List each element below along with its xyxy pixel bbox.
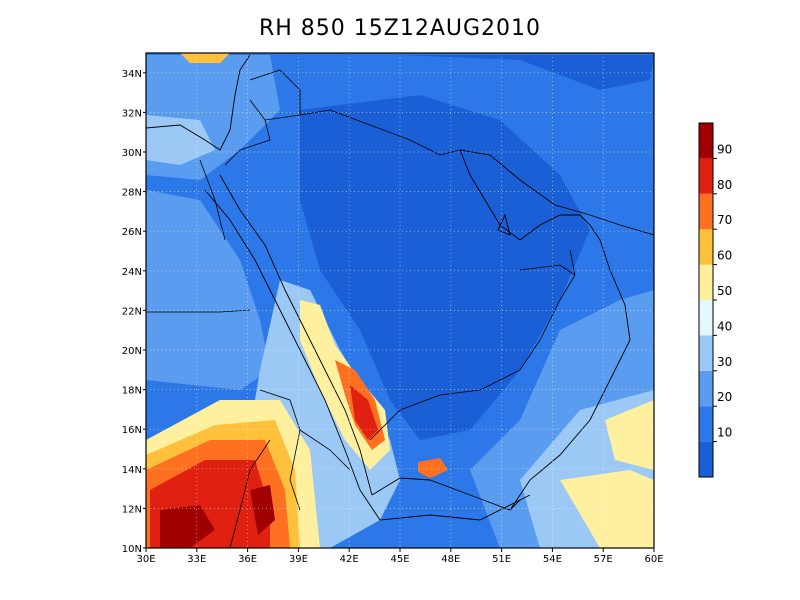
coast-mediterranean [146,54,251,151]
x-tick-label: 33E [187,554,206,565]
x-tick-label: 48E [441,554,460,565]
coastlines [146,54,654,521]
map-panel [146,53,654,548]
x-tick-label: 45E [390,554,409,565]
x-tick-label: 57E [594,554,613,565]
x-tick-label: 36E [238,554,257,565]
x-axis-ticks: 30E 33E 36E 39E 42E 45E 48E 51E 54E 57E 60E [136,548,664,565]
y-tick-label: 28N [122,188,142,199]
colorbar-swatch [699,300,713,336]
x-tick-label: 60E [644,554,663,565]
colorbar-label: 20 [717,390,732,404]
coast-gulf-iran [459,149,654,236]
colorbar-swatch [699,123,713,159]
y-tick-label: 12N [122,504,142,515]
colorbar-swatch [699,158,713,194]
coast-redsea-east [219,174,373,496]
y-tick-label: 16N [122,425,142,436]
border-yemen-saudi [369,339,541,441]
border-nile-line [199,159,226,241]
colorbar-label: 40 [717,319,732,333]
coast-oman [579,214,631,341]
x-tick-label: 42E [340,554,359,565]
colorbar-label: 10 [717,426,732,440]
border-eritrea [299,429,351,471]
colorbar-swatch [699,264,713,300]
y-tick-label: 24N [122,267,142,278]
y-tick-label: 32N [122,108,142,119]
coast-somalia [359,489,531,521]
y-tick-label: 14N [122,465,142,476]
y-tick-label: 20N [122,346,142,357]
y-tick-label: 34N [122,69,142,80]
x-tick-label: 51E [492,554,511,565]
y-tick-label: 10N [122,544,142,555]
coast-gulf-west [459,149,580,241]
field-yellow-nw [180,53,230,63]
x-tick-label: 39E [289,554,308,565]
map-title: RH 850 15Z12AUG2010 [258,16,542,41]
field-pale-egypt [146,115,215,165]
colorbar-swatch [699,370,713,407]
coast-redsea-west [204,189,361,491]
colorbar-label: 80 [717,178,732,192]
border-egypt-sudan [146,309,251,313]
field-maroon-sudan [160,505,215,548]
field-light-west [146,190,270,390]
border-oman-saudi [539,249,576,341]
colorbar-label: 30 [717,355,732,369]
y-axis-ticks: 10N 12N 14N 16N 18N 20N 22N 24N 26N 28N 30N 32N 34N [122,69,146,555]
field-dry-north [400,55,654,90]
x-tick-label: 54E [543,554,562,565]
colorbar-label: 50 [717,284,732,298]
colorbar-label: 70 [717,213,732,227]
colorbar-swatch [699,406,713,442]
field-maroon-ethiopia [250,485,275,535]
colorbar-swatch [699,441,713,477]
coast-arabia-south [509,339,631,511]
y-tick-label: 18N [122,386,142,397]
x-tick-label: 30E [136,554,155,565]
graticule [146,53,654,548]
border-jordan [224,99,271,166]
colorbar-swatch [699,229,713,265]
border-ethiopia [229,439,271,548]
y-tick-label: 22N [122,306,142,317]
field-yellow-arabiansea [560,470,654,548]
border-syria [249,69,301,115]
y-tick-label: 30N [122,148,142,159]
field-yemen-highlands [418,458,448,478]
field-yellow-southeast [605,400,654,470]
colorbar-swatch [699,335,713,371]
colorbar-label: 90 [717,142,732,156]
y-tick-label: 26N [122,227,142,238]
colorbar: 10 20 30 40 50 60 70 80 90 [698,122,732,478]
colorbar-swatch [699,193,713,230]
coast-gulf-aden [371,477,521,511]
coast-qatar [497,213,511,236]
border-uae [519,264,576,276]
field-dry-core [300,95,590,440]
field-red-asir [350,385,378,440]
colorbar-label: 60 [717,249,732,263]
borders [146,69,576,548]
